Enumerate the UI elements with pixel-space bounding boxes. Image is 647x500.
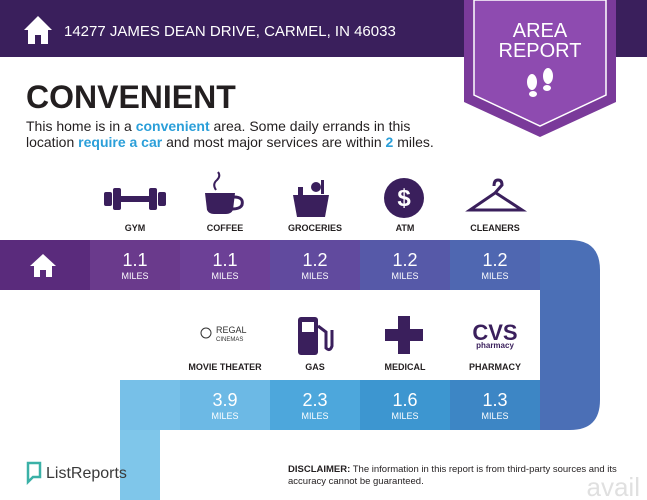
address: 14277 JAMES DEAN DRIVE, CARMEL, IN 46033: [64, 23, 396, 40]
footprints-icon: [527, 68, 553, 97]
service-label: CLEANERS: [470, 223, 520, 233]
distance: 1.1: [212, 250, 237, 270]
service-label: ATM: [396, 223, 415, 233]
description-segment: and most major services are within: [162, 134, 385, 150]
distance-unit: MILES: [211, 271, 238, 281]
distance: 2.3: [302, 390, 327, 410]
badge-line: AREA: [513, 20, 568, 42]
svg-text:$: $: [397, 185, 411, 212]
description-segment: This home is in a: [26, 118, 136, 134]
disclaimer-text: The information in this report is from t…: [353, 464, 617, 475]
band-cell: [180, 380, 270, 430]
distance: 1.2: [392, 250, 417, 270]
description-segment: 2: [386, 134, 394, 150]
band-cell: [270, 240, 360, 290]
home-icon: [24, 16, 52, 44]
distance-unit: MILES: [481, 411, 508, 421]
distance-unit: MILES: [301, 411, 328, 421]
logo-text: CVS: [472, 320, 517, 345]
brand: ListReports: [46, 465, 127, 482]
distance: 1.3: [482, 390, 507, 410]
service-label: PHARMACY: [469, 362, 521, 372]
band-cell: [450, 380, 540, 430]
service-label: MOVIE THEATER: [188, 362, 262, 372]
logo-text: REGAL: [216, 325, 247, 335]
description-segment: convenient: [136, 118, 210, 134]
headline: CONVENIENT: [26, 79, 236, 115]
disclaimer-label: DISCLAIMER:: [288, 464, 350, 475]
distance: 3.9: [212, 390, 237, 410]
description-line: This home is in a convenient area. Some …: [26, 118, 410, 134]
service-label: MEDICAL: [385, 362, 426, 372]
band-cell: [360, 240, 450, 290]
distance: 1.2: [302, 250, 327, 270]
band-cell: [270, 380, 360, 430]
disclaimer-text: accuracy cannot be guaranteed.: [288, 476, 424, 487]
description-segment: require a car: [78, 134, 163, 150]
band-cell: [120, 380, 180, 430]
distance: 1.6: [392, 390, 417, 410]
description-line: location require a car and most major se…: [26, 134, 434, 150]
distance-unit: MILES: [481, 271, 508, 281]
distance-unit: MILES: [391, 411, 418, 421]
row2-icons: REGAL CINEMAS CVS pharmacy: [200, 316, 518, 355]
logo-text: pharmacy: [476, 341, 514, 350]
service-icons: $: [104, 171, 528, 218]
band-cell: [90, 240, 180, 290]
badge-inner: [473, 0, 607, 127]
disclaimer: DISCLAIMER: The information in this repo…: [288, 464, 617, 475]
distance: 1.2: [482, 250, 507, 270]
service-label: GAS: [305, 362, 325, 372]
service-label: GYM: [125, 223, 146, 233]
distance: 1.1: [122, 250, 147, 270]
distance-unit: MILES: [391, 271, 418, 281]
badge-line: REPORT: [499, 40, 582, 62]
description-segment: miles.: [393, 134, 433, 150]
band-cell: [180, 240, 270, 290]
distance-unit: MILES: [301, 271, 328, 281]
brand-logo: [26, 461, 42, 486]
watermark: avail: [587, 472, 640, 500]
distance-unit: MILES: [211, 411, 238, 421]
band-cell: [450, 240, 540, 290]
service-label: COFFEE: [207, 223, 244, 233]
band-cell: [360, 380, 450, 430]
description-segment: area. Some daily errands in this: [210, 118, 411, 134]
band-home-icon: [30, 254, 56, 277]
distance-unit: MILES: [121, 271, 148, 281]
description-segment: location: [26, 134, 78, 150]
logo-text: CINEMAS: [216, 337, 243, 343]
service-label: GROCERIES: [288, 223, 342, 233]
